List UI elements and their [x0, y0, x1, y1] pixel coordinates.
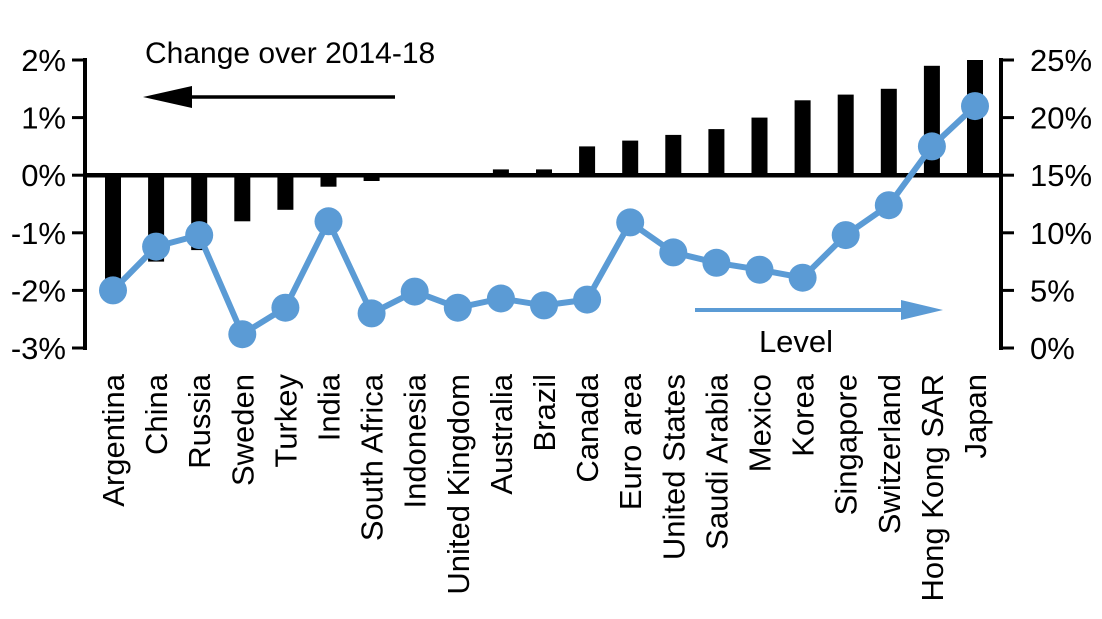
bar-singapore: [837, 94, 854, 176]
level-dot-united-kingdom: [443, 293, 472, 322]
category-label-sweden: Sweden: [225, 374, 260, 486]
bar-brazil: [536, 169, 552, 176]
axis-labels-group: 2% 1% 0% -1% -2% -3% 25% 20% 15% 10% 5% 0% Argentina…: [11, 43, 1092, 601]
line-series-group: [99, 92, 989, 349]
level-dot-saudi-arabia: [702, 248, 731, 277]
level-dot-australia: [486, 284, 515, 313]
left-axis-tick-label: 1%: [21, 101, 66, 136]
level-dot-canada: [573, 285, 602, 314]
bar-euro-area: [622, 140, 639, 176]
category-label-united-kingdom: United Kingdom: [441, 374, 476, 595]
bar-south-africa: [363, 175, 380, 181]
category-label-united-states: United States: [656, 374, 691, 560]
level-dot-china: [142, 232, 171, 261]
annotation-arrows-group: [143, 86, 943, 320]
level-dot-mexico: [745, 255, 774, 284]
left-axis-tick-label: 2%: [21, 43, 66, 78]
level-dot-turkey: [271, 293, 300, 322]
right-axis-tick-label: 0%: [1030, 331, 1075, 366]
category-label-euro-area: Euro area: [613, 373, 648, 510]
bar-sweden: [234, 175, 251, 222]
bar-saudi-arabia: [708, 129, 725, 176]
category-label-indonesia: Indonesia: [398, 373, 433, 508]
bar-mexico: [751, 117, 768, 176]
right-axis-tick-label: 25%: [1030, 43, 1092, 78]
left-axis-tick-label: -2%: [11, 273, 66, 308]
change-arrow-head: [143, 86, 192, 108]
level-dot-sweden: [228, 320, 257, 349]
bar-turkey: [277, 175, 294, 210]
level-dot-south-africa: [357, 299, 386, 328]
bar-india: [320, 175, 337, 187]
bar-korea: [794, 100, 811, 176]
bar-canada: [579, 146, 596, 176]
category-label-saudi-arabia: Saudi Arabia: [699, 373, 734, 550]
level-dot-brazil: [530, 291, 558, 320]
bar-series-annotation-label: Change over 2014-18: [145, 37, 435, 70]
level-dot-united-states: [659, 238, 688, 267]
category-label-argentina: Argentina: [96, 373, 131, 506]
right-axis-tick-label: 20%: [1030, 101, 1092, 136]
level-dot-argentina: [99, 276, 127, 305]
category-label-mexico: Mexico: [743, 374, 778, 472]
level-dot-euro-area: [616, 208, 645, 237]
category-label-japan: Japan: [958, 374, 993, 458]
bar-argentina: [105, 175, 121, 279]
bar-united-states: [665, 134, 682, 176]
level-dot-switzerland: [874, 191, 903, 220]
left-axis-tick-label: -1%: [11, 216, 66, 251]
right-axis-tick-label: 10%: [1030, 216, 1092, 251]
category-label-russia: Russia: [182, 373, 217, 469]
level-dot-russia: [185, 221, 214, 250]
category-label-canada: Canada: [570, 373, 605, 482]
category-label-singapore: Singapore: [829, 374, 864, 515]
level-arrow-head: [901, 300, 943, 320]
line-series-annotation-label: Level: [759, 324, 833, 359]
level-dot-korea: [788, 263, 817, 292]
category-label-india: India: [312, 373, 347, 441]
level-dot-indonesia: [400, 277, 429, 306]
right-axis-tick-label: 15%: [1030, 158, 1092, 193]
category-label-australia: Australia: [484, 373, 519, 494]
level-dot-singapore: [831, 221, 860, 250]
axes-group: [72, 58, 1014, 350]
right-axis-tick-label: 5%: [1030, 273, 1075, 308]
bar-australia: [492, 169, 509, 176]
category-label-turkey: Turkey: [268, 374, 303, 468]
category-label-korea: Korea: [786, 373, 821, 456]
category-label-brazil: Brazil: [527, 374, 562, 452]
category-label-switzerland: Switzerland: [872, 374, 907, 534]
left-axis-tick-label: -3%: [11, 331, 66, 366]
category-label-hong-kong-sar: Hong Kong SAR: [915, 374, 950, 601]
left-axis-tick-label: 0%: [21, 158, 66, 193]
level-dot-india: [314, 207, 343, 236]
category-label-china: China: [139, 373, 174, 455]
level-dot-japan: [961, 92, 989, 121]
category-label-south-africa: South Africa: [355, 373, 390, 541]
bar-switzerland: [880, 88, 897, 176]
level-dot-hong-kong-sar: [917, 132, 946, 161]
